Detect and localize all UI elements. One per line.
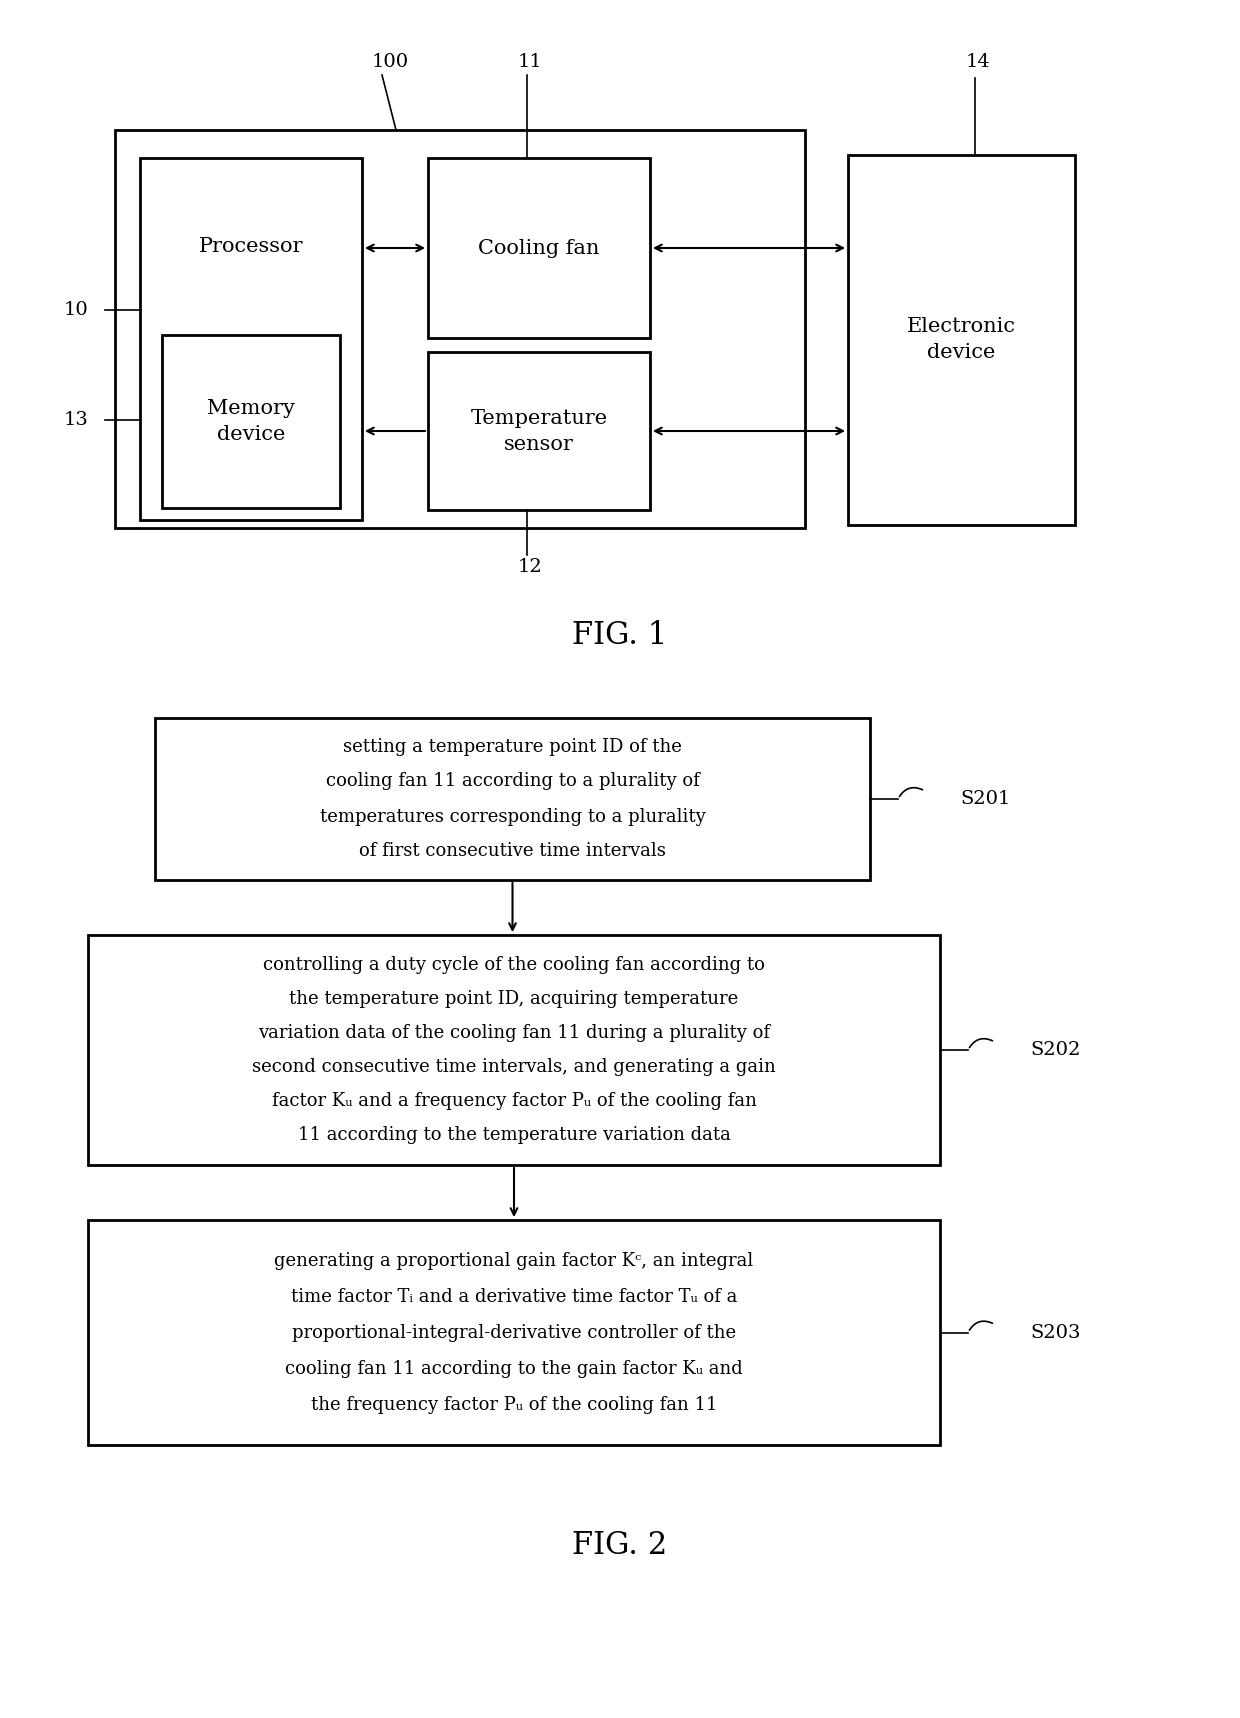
Text: factor Kᵤ and a frequency factor Pᵤ of the cooling fan: factor Kᵤ and a frequency factor Pᵤ of t…	[272, 1093, 756, 1110]
Text: Electronic: Electronic	[906, 318, 1016, 337]
Text: 12: 12	[517, 558, 542, 576]
Text: cooling fan 11 according to a plurality of: cooling fan 11 according to a plurality …	[326, 773, 699, 790]
Text: S202: S202	[1030, 1041, 1080, 1058]
Text: temperatures corresponding to a plurality: temperatures corresponding to a pluralit…	[320, 807, 706, 826]
Text: time factor Tᵢ and a derivative time factor Tᵤ of a: time factor Tᵢ and a derivative time fac…	[291, 1287, 738, 1306]
Text: Cooling fan: Cooling fan	[479, 239, 600, 258]
Text: S201: S201	[960, 790, 1011, 807]
Text: generating a proportional gain factor Kᶜ, an integral: generating a proportional gain factor Kᶜ…	[274, 1251, 754, 1270]
Bar	[848, 155, 1075, 526]
Text: sensor: sensor	[505, 435, 574, 454]
Text: of first consecutive time intervals: of first consecutive time intervals	[360, 842, 666, 861]
Text: 13: 13	[63, 411, 88, 430]
Text: FIG. 1: FIG. 1	[573, 620, 667, 651]
Text: Processor: Processor	[198, 237, 304, 256]
Text: second consecutive time intervals, and generating a gain: second consecutive time intervals, and g…	[252, 1058, 776, 1075]
Bar	[140, 158, 362, 521]
Bar	[88, 935, 940, 1165]
Text: FIG. 2: FIG. 2	[573, 1529, 667, 1560]
Text: 11 according to the temperature variation data: 11 according to the temperature variatio…	[298, 1125, 730, 1144]
Text: 10: 10	[63, 301, 88, 320]
Text: Temperature: Temperature	[470, 409, 608, 428]
Bar	[155, 718, 870, 880]
Text: cooling fan 11 according to the gain factor Kᵤ and: cooling fan 11 according to the gain fac…	[285, 1359, 743, 1378]
Text: setting a temperature point ID of the: setting a temperature point ID of the	[343, 737, 682, 756]
Text: 14: 14	[966, 53, 991, 70]
Bar	[162, 335, 340, 509]
Text: device: device	[217, 424, 285, 443]
Bar	[88, 1220, 940, 1445]
Text: Memory: Memory	[207, 399, 295, 417]
Text: controlling a duty cycle of the cooling fan according to: controlling a duty cycle of the cooling …	[263, 955, 765, 974]
Text: 100: 100	[372, 53, 408, 70]
Text: 11: 11	[517, 53, 542, 70]
Text: variation data of the cooling fan 11 during a plurality of: variation data of the cooling fan 11 dur…	[258, 1024, 770, 1043]
Bar	[115, 131, 805, 527]
Bar	[428, 352, 650, 510]
Text: S203: S203	[1030, 1323, 1080, 1342]
Bar	[428, 158, 650, 338]
Text: device: device	[928, 344, 996, 362]
Text: proportional-integral-derivative controller of the: proportional-integral-derivative control…	[291, 1323, 737, 1342]
Text: the frequency factor Pᵤ of the cooling fan 11: the frequency factor Pᵤ of the cooling f…	[311, 1395, 717, 1414]
Text: the temperature point ID, acquiring temperature: the temperature point ID, acquiring temp…	[289, 990, 739, 1008]
